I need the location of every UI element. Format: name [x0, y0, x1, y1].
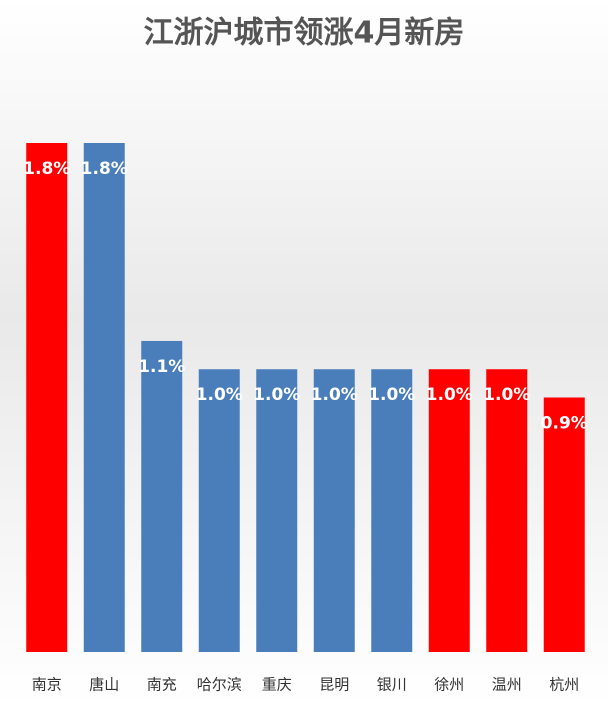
x-tick-label: 哈尔滨	[197, 676, 242, 694]
x-tick-label: 杭州	[549, 676, 579, 694]
x-tick-label: 南京	[32, 676, 62, 694]
bar	[141, 340, 183, 652]
value-label: 1.0%	[311, 385, 358, 405]
bar	[26, 143, 68, 652]
x-tick-label: 银川	[377, 676, 407, 694]
value-label: 1.0%	[426, 385, 473, 405]
value-label: 1.1%	[138, 357, 185, 377]
value-label: 1.0%	[196, 385, 243, 405]
bar	[256, 369, 298, 652]
bar	[83, 143, 125, 652]
chart-title: 江浙沪城市领涨4月新房	[144, 16, 465, 51]
bar	[371, 369, 413, 652]
bar	[486, 369, 528, 652]
value-label: 1.8%	[81, 159, 128, 179]
x-tick-label: 唐山	[89, 676, 119, 694]
x-tick-label: 南充	[147, 676, 177, 694]
value-label: 0.9%	[541, 414, 588, 434]
value-label: 1.0%	[253, 385, 300, 405]
x-tick-label: 昆明	[319, 676, 349, 694]
x-tick-label: 徐州	[434, 676, 464, 694]
bar	[543, 397, 585, 652]
bar	[313, 369, 355, 652]
bar	[428, 369, 470, 652]
value-label: 1.8%	[23, 159, 70, 179]
bar	[198, 369, 240, 652]
value-label: 1.0%	[483, 385, 530, 405]
x-tick-label: 重庆	[262, 676, 292, 694]
value-label: 1.0%	[368, 385, 415, 405]
x-tick-label: 温州	[492, 676, 522, 694]
